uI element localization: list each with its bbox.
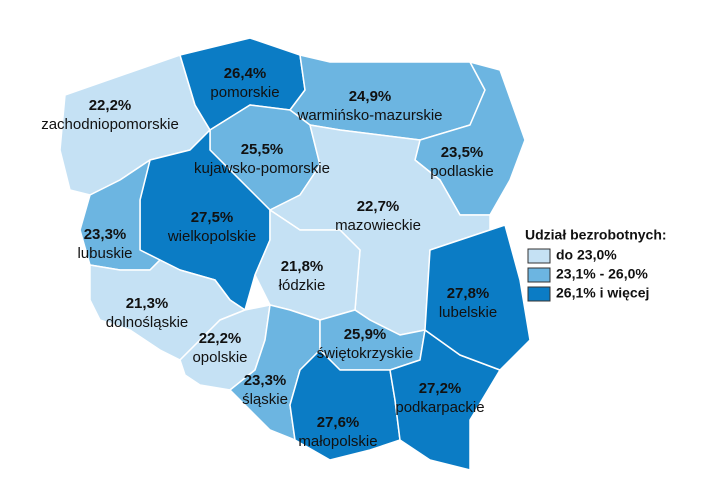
value-label: 27,8% (447, 285, 490, 302)
region-name: pomorskie (210, 84, 279, 101)
region-name: kujawsko-pomorskie (194, 160, 330, 177)
region-name: zachodniopomorskie (41, 116, 179, 133)
legend-swatch (527, 248, 551, 264)
value-label: 27,2% (419, 380, 462, 397)
value-label: 27,6% (317, 414, 360, 431)
value-label: 26,4% (224, 65, 267, 82)
legend-swatch (527, 267, 551, 283)
region-name: małopolskie (298, 433, 377, 450)
legend-label: 23,1% - 26,0% (556, 266, 648, 282)
value-label: 22,2% (199, 330, 242, 347)
value-label: 25,9% (344, 326, 387, 343)
value-label: 25,5% (241, 141, 284, 158)
region (389, 329, 501, 471)
region-name: śląskie (242, 391, 288, 408)
legend-label: do 23,0% (556, 247, 617, 263)
value-label: 21,3% (126, 295, 169, 312)
region-name: warmińsko-mazurskie (296, 107, 442, 124)
value-label: 21,8% (281, 258, 324, 275)
value-label: 27,5% (191, 209, 234, 226)
region (424, 224, 531, 371)
region-name: lubuskie (77, 245, 132, 262)
region-name: podlaskie (430, 163, 493, 180)
value-label: 23,3% (244, 372, 287, 389)
value-label: 23,3% (84, 226, 127, 243)
region-name: świętokrzyskie (317, 345, 414, 362)
value-label: 24,9% (349, 88, 392, 105)
value-label: 23,5% (441, 144, 484, 161)
legend-swatch (527, 286, 551, 302)
region-name: łódzkie (279, 277, 326, 294)
region-name: podkarpackie (395, 399, 484, 416)
legend-label: 26,1% i więcej (556, 285, 649, 301)
region-name: dolnośląskie (106, 314, 189, 331)
region-name: wielkopolskie (167, 228, 256, 245)
legend-title: Udział bezrobotnych: (525, 227, 667, 243)
value-label: 22,7% (357, 198, 400, 215)
region-name: mazowieckie (335, 217, 421, 234)
legend: Udział bezrobotnych: do 23,0% 23,1% - 26,… (525, 227, 667, 302)
labels: 22,2% zachodniopomorskie 26,4% pomorskie 24,… (41, 65, 497, 450)
value-label: 22,2% (89, 97, 132, 114)
regions (59, 37, 531, 471)
region-name: lubelskie (439, 304, 497, 321)
region-name: opolskie (192, 349, 247, 366)
